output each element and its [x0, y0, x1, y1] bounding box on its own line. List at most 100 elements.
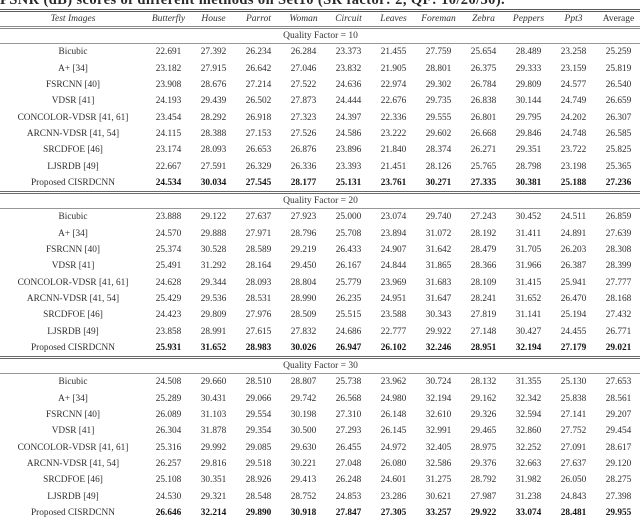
value-cell: 29.922 [470, 508, 497, 519]
value-cell: 27.179 [560, 343, 587, 354]
value-cell: 32.342 [515, 393, 542, 404]
value-cell: 32.586 [425, 459, 452, 470]
value-cell: 26.387 [560, 261, 587, 272]
value-cell: 25.515 [335, 310, 362, 321]
value-cell: 23.588 [380, 310, 407, 321]
value-cell: 28.388 [200, 128, 227, 139]
value-cell: 23.962 [380, 377, 407, 388]
value-cell: 29.439 [200, 96, 227, 107]
value-cell: 26.167 [335, 261, 362, 272]
value-cell: 28.531 [245, 293, 272, 304]
value-cell: 28.489 [515, 47, 542, 58]
value-cell: 27.976 [245, 310, 272, 321]
value-cell: 28.168 [605, 293, 632, 304]
value-cell: 28.804 [290, 277, 317, 288]
value-cell: 24.853 [335, 491, 362, 502]
table-row: VDSR [41] 26.304 31.878 29.354 30.500 27.293 2… [0, 423, 640, 439]
value-cell: 29.066 [245, 393, 272, 404]
table-row: Proposed CISRDCNN 25.931 31.652 28.983 30.02… [0, 340, 640, 358]
value-cell: 32.663 [515, 459, 542, 470]
method-cell: CONCOLOR-VDSR [41, 61] [17, 112, 129, 123]
value-cell: 26.801 [470, 112, 497, 123]
value-cell: 26.145 [380, 426, 407, 437]
col-header-zebra: Zebra [472, 14, 495, 24]
value-cell: 26.089 [155, 410, 182, 421]
value-cell: 29.518 [245, 459, 272, 470]
value-cell: 25.941 [560, 277, 587, 288]
value-cell: 27.236 [605, 177, 632, 188]
value-cell: 26.653 [245, 145, 272, 156]
value-cell: 29.888 [200, 228, 227, 239]
value-cell: 23.894 [380, 228, 407, 239]
value-cell: 28.990 [290, 293, 317, 304]
section-title: Quality Factor = 30 [283, 361, 358, 372]
value-cell: 24.972 [380, 442, 407, 453]
value-cell: 31.878 [200, 426, 227, 437]
value-cell: 29.809 [200, 310, 227, 321]
value-cell: 29.021 [605, 343, 632, 354]
value-cell: 28.093 [200, 145, 227, 156]
col-header-test-images: Test Images [50, 14, 96, 24]
value-cell: 27.214 [245, 79, 272, 90]
value-cell: 29.465 [470, 426, 497, 437]
value-cell: 27.091 [560, 442, 587, 453]
col-header-butterfly: Butterfly [151, 14, 186, 24]
value-cell: 26.876 [290, 145, 317, 156]
method-cell: LJSRDB [49] [47, 326, 99, 337]
col-header-ppt3: Ppt3 [564, 14, 583, 24]
value-cell: 30.343 [425, 310, 452, 321]
value-cell: 31.292 [200, 261, 227, 272]
value-cell: 27.819 [470, 310, 497, 321]
value-cell: 26.329 [245, 161, 272, 172]
value-cell: 31.072 [425, 228, 452, 239]
value-cell: 27.639 [605, 228, 632, 239]
method-cell: A+ [34] [58, 63, 88, 74]
value-cell: 24.534 [155, 177, 182, 188]
col-header-parrot: Parrot [246, 14, 271, 24]
value-cell: 27.545 [245, 177, 272, 188]
value-cell: 29.344 [200, 277, 227, 288]
value-cell: 29.219 [290, 244, 317, 255]
value-cell: 27.847 [335, 508, 362, 519]
table-row: VDSR [41] 25.491 31.292 28.164 29.450 26.167 2… [0, 258, 640, 274]
value-cell: 26.102 [380, 343, 407, 354]
value-cell: 25.259 [605, 47, 632, 58]
value-cell: 29.413 [290, 475, 317, 486]
value-cell: 26.502 [245, 96, 272, 107]
value-cell: 27.971 [245, 228, 272, 239]
value-cell: 27.522 [290, 79, 317, 90]
value-cell: 27.141 [560, 410, 587, 421]
value-cell: 25.429 [155, 293, 182, 304]
value-cell: 24.907 [380, 244, 407, 255]
table-row: SRCDFOE [46] 23.174 28.093 26.653 26.876 23.8… [0, 142, 640, 158]
value-cell: 21.451 [380, 161, 407, 172]
col-header-average: Average [602, 14, 635, 24]
col-header-leaves: Leaves [380, 14, 407, 24]
value-cell: 32.860 [515, 426, 542, 437]
value-cell: 25.931 [155, 343, 182, 354]
value-cell: 24.444 [335, 96, 362, 107]
value-cell: 32.194 [425, 393, 452, 404]
value-cell: 26.257 [155, 459, 182, 470]
method-cell: Proposed CISRDCNN [31, 343, 115, 354]
value-cell: 28.926 [245, 475, 272, 486]
value-cell: 30.351 [200, 475, 227, 486]
table-row: SRCDFOE [46] 25.108 30.351 28.926 29.413 26.2… [0, 472, 640, 488]
table-row: ARCNN-VDSR [41, 54] 26.257 29.816 29.518 30.… [0, 456, 640, 472]
method-cell: A+ [34] [58, 393, 88, 404]
value-cell: 28.561 [605, 393, 632, 404]
method-cell: Bicubic [58, 212, 88, 223]
value-cell: 26.284 [290, 47, 317, 58]
method-cell: A+ [34] [58, 228, 88, 239]
value-cell: 31.966 [515, 261, 542, 272]
value-cell: 24.748 [560, 128, 587, 139]
value-cell: 23.722 [560, 145, 587, 156]
value-cell: 25.491 [155, 261, 182, 272]
method-cell: Bicubic [58, 377, 88, 388]
value-cell: 27.752 [560, 426, 587, 437]
header-row: Test Images Butterfly House Parrot Woman… [0, 10, 640, 28]
value-cell: 24.577 [560, 79, 587, 90]
value-cell: 29.354 [245, 426, 272, 437]
value-cell: 29.630 [290, 442, 317, 453]
value-cell: 28.951 [470, 343, 497, 354]
